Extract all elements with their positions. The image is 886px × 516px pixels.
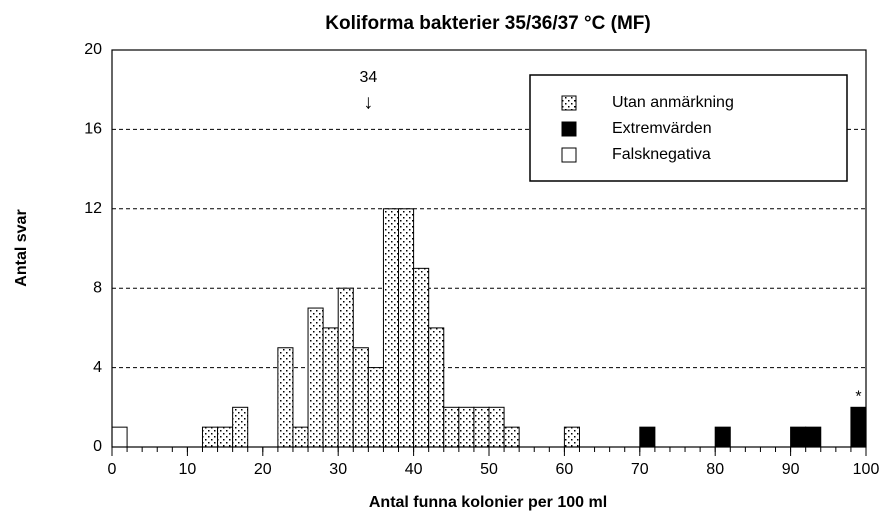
y-tick-label: 12 xyxy=(84,200,102,217)
bar xyxy=(714,426,731,448)
chart-title: Koliforma bakterier 35/36/37 °C (MF) xyxy=(325,13,650,34)
bar xyxy=(292,426,309,448)
bar xyxy=(790,426,807,448)
legend-label: Extremvärden xyxy=(612,120,712,137)
x-tick-label: 90 xyxy=(782,461,800,478)
y-tick-label: 8 xyxy=(93,279,102,296)
x-tick-label: 30 xyxy=(329,461,347,478)
bar xyxy=(111,426,128,448)
x-tick-label: 60 xyxy=(556,461,574,478)
legend-swatch xyxy=(561,147,577,163)
bar xyxy=(428,327,445,448)
bar xyxy=(398,208,415,448)
y-tick-label: 16 xyxy=(84,121,102,138)
x-tick-label: 40 xyxy=(405,461,423,478)
legend-label: Falsknegativa xyxy=(612,146,711,163)
bar xyxy=(307,307,324,448)
y-axis-label: Antal svar xyxy=(13,209,30,286)
x-tick-label: 20 xyxy=(254,461,272,478)
legend-swatch xyxy=(561,95,577,111)
bar xyxy=(503,426,520,448)
annotation: * xyxy=(855,389,861,406)
annotation-arrow: ↓ xyxy=(363,91,373,113)
bar xyxy=(382,208,400,448)
x-tick-label: 100 xyxy=(853,461,880,478)
bar xyxy=(217,426,234,448)
bar xyxy=(443,406,460,448)
bar xyxy=(277,347,294,448)
bar xyxy=(639,426,656,448)
bar xyxy=(805,426,822,448)
bar xyxy=(352,347,369,448)
x-tick-label: 70 xyxy=(631,461,649,478)
bar xyxy=(337,287,354,448)
plot-frame xyxy=(111,49,867,448)
x-tick-label: 80 xyxy=(706,461,724,478)
bar xyxy=(458,406,475,448)
x-tick-label: 10 xyxy=(179,461,197,478)
legend-label: Utan anmärkning xyxy=(612,94,734,111)
bar xyxy=(322,327,339,448)
bar xyxy=(413,267,430,448)
bar xyxy=(367,367,384,448)
legend-box xyxy=(529,74,848,182)
bar xyxy=(563,426,580,448)
bar xyxy=(488,406,505,448)
x-tick-label: 0 xyxy=(108,461,117,478)
bar xyxy=(201,426,219,448)
legend-swatch xyxy=(561,121,577,137)
y-tick-label: 4 xyxy=(93,359,102,376)
x-tick-label: 50 xyxy=(480,461,498,478)
y-tick-label: 0 xyxy=(93,438,102,455)
bar xyxy=(850,406,867,448)
y-tick-label: 20 xyxy=(84,41,102,58)
x-axis-label: Antal funna kolonier per 100 ml xyxy=(369,494,607,511)
annotation: 34 xyxy=(359,69,377,86)
bar xyxy=(473,406,490,448)
bar xyxy=(232,406,249,448)
